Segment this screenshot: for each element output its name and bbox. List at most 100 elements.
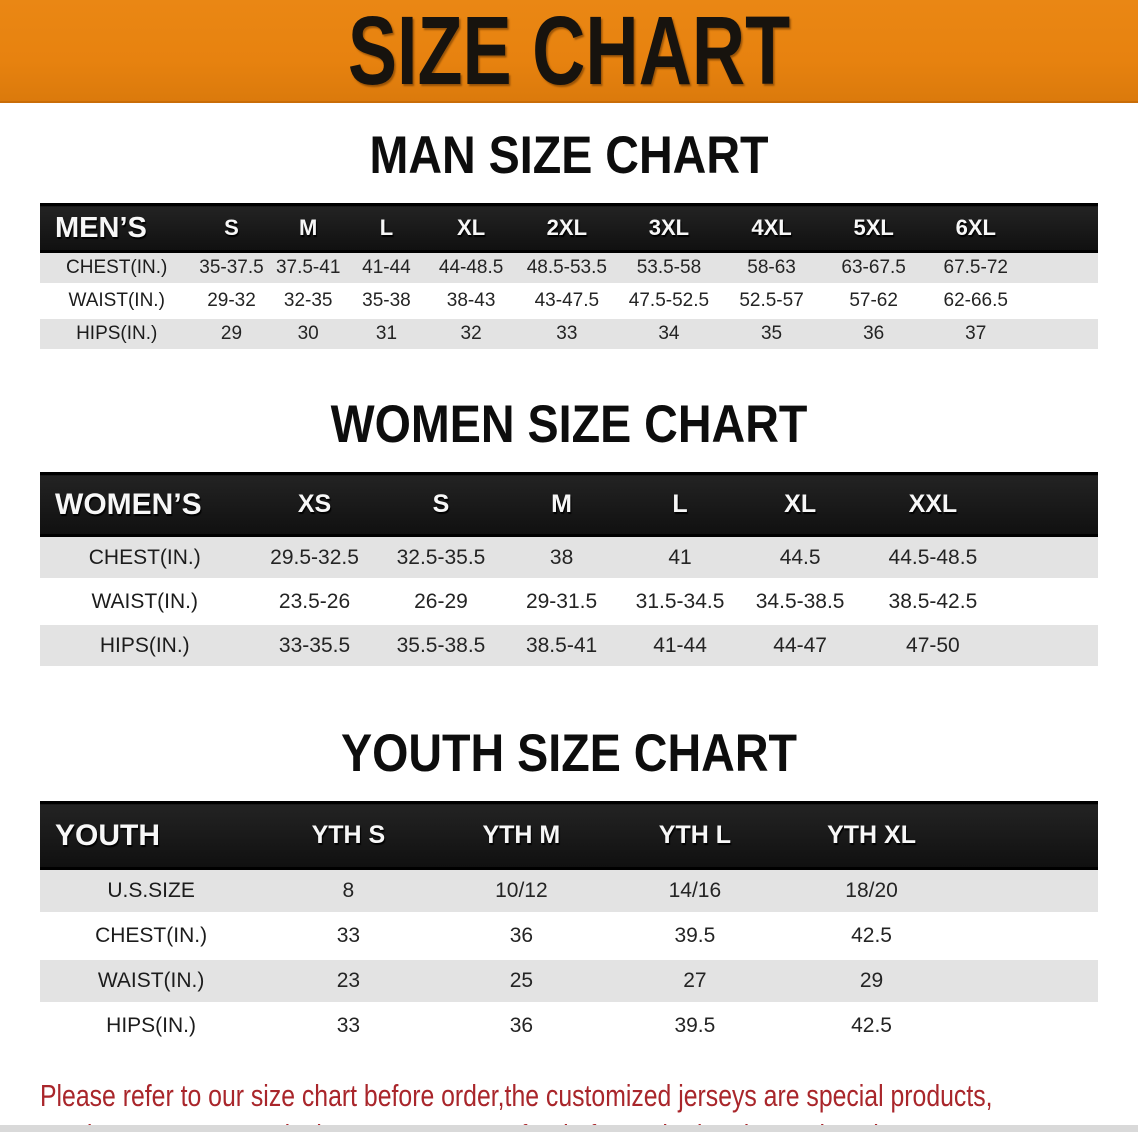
column-header: XL bbox=[739, 472, 861, 537]
table-cell: 36 bbox=[822, 317, 925, 352]
table-cell: 33-35.5 bbox=[249, 623, 380, 669]
spacer-cell bbox=[1027, 203, 1098, 253]
men-group-label: MEN’S bbox=[40, 203, 194, 253]
women-header-row: WOMEN’S XS S M L XL XXL bbox=[40, 472, 1098, 537]
order-notice: Please refer to our size chart before or… bbox=[40, 1076, 993, 1132]
column-header: 6XL bbox=[924, 203, 1028, 253]
table-cell: 42.5 bbox=[781, 913, 962, 960]
table-cell: 52.5-57 bbox=[720, 284, 823, 319]
table-cell: 29 bbox=[193, 317, 270, 352]
spacer-cell bbox=[961, 868, 1098, 915]
table-cell: 44-47 bbox=[739, 623, 861, 669]
table-cell: 39.5 bbox=[608, 913, 782, 960]
column-header: 3XL bbox=[617, 203, 721, 253]
spacer-cell bbox=[1027, 251, 1098, 286]
table-cell: 35 bbox=[720, 317, 823, 352]
column-header: 4XL bbox=[720, 203, 823, 253]
row-label: HIPS(IN.) bbox=[40, 317, 194, 352]
table-cell: 29-31.5 bbox=[502, 579, 621, 625]
table-cell: 41-44 bbox=[620, 623, 740, 669]
row-label: CHEST(IN.) bbox=[40, 251, 194, 286]
column-header: S bbox=[379, 472, 503, 537]
table-cell: 23.5-26 bbox=[249, 579, 380, 625]
column-header: L bbox=[620, 472, 740, 537]
table-cell: 37.5-41 bbox=[269, 251, 347, 286]
column-header: YTH S bbox=[262, 801, 435, 870]
bottom-edge-strip bbox=[0, 1125, 1138, 1132]
spacer-cell bbox=[1027, 317, 1098, 352]
table-cell: 62-66.5 bbox=[924, 284, 1028, 319]
table-cell: 36 bbox=[434, 1003, 609, 1050]
table-cell: 42.5 bbox=[781, 1003, 962, 1050]
spacer-cell bbox=[1004, 623, 1098, 669]
youth-size-table: YOUTH YTH S YTH M YTH L YTH XL U.S.SIZE … bbox=[40, 801, 1098, 1050]
column-header: YTH L bbox=[608, 801, 782, 870]
row-label: WAIST(IN.) bbox=[40, 284, 194, 319]
table-cell: 32-35 bbox=[269, 284, 347, 319]
table-cell: 41-44 bbox=[346, 251, 427, 286]
table-row: WAIST(IN.) 29-32 32-35 35-38 38-43 43-47… bbox=[40, 284, 1098, 319]
table-cell: 35.5-38.5 bbox=[379, 623, 503, 669]
table-cell: 18/20 bbox=[781, 868, 962, 915]
page-title: SIZE CHART bbox=[347, 0, 791, 105]
table-row: U.S.SIZE 8 10/12 14/16 18/20 bbox=[40, 868, 1098, 915]
notice-line-1: Please refer to our size chart before or… bbox=[40, 1078, 993, 1113]
row-label: HIPS(IN.) bbox=[40, 1003, 263, 1050]
banner: SIZE CHART bbox=[0, 0, 1138, 103]
table-cell: 32 bbox=[426, 317, 517, 352]
table-row: WAIST(IN.) 23 25 27 29 bbox=[40, 958, 1098, 1005]
table-cell: 47.5-52.5 bbox=[617, 284, 721, 319]
table-row: HIPS(IN.) 33-35.5 35.5-38.5 38.5-41 41-4… bbox=[40, 623, 1098, 669]
spacer-cell bbox=[1004, 579, 1098, 625]
table-cell: 26-29 bbox=[379, 579, 503, 625]
column-header: L bbox=[346, 203, 427, 253]
column-header: M bbox=[502, 472, 621, 537]
table-cell: 14/16 bbox=[608, 868, 782, 915]
table-cell: 10/12 bbox=[434, 868, 609, 915]
table-row: HIPS(IN.) 33 36 39.5 42.5 bbox=[40, 1003, 1098, 1050]
table-cell: 43-47.5 bbox=[516, 284, 618, 319]
spacer-cell bbox=[961, 958, 1098, 1005]
table-cell: 34.5-38.5 bbox=[739, 579, 861, 625]
table-cell: 33 bbox=[262, 913, 435, 960]
women-group-label: WOMEN’S bbox=[40, 472, 250, 537]
spacer-cell bbox=[961, 913, 1098, 960]
table-cell: 8 bbox=[262, 868, 435, 915]
table-cell: 29-32 bbox=[193, 284, 270, 319]
column-header: 5XL bbox=[822, 203, 925, 253]
table-row: CHEST(IN.) 29.5-32.5 32.5-35.5 38 41 44.… bbox=[40, 535, 1098, 581]
table-row: HIPS(IN.) 29 30 31 32 33 34 35 36 37 bbox=[40, 317, 1098, 352]
row-label: WAIST(IN.) bbox=[40, 579, 250, 625]
column-header: XL bbox=[426, 203, 517, 253]
spacer-cell bbox=[1004, 472, 1098, 537]
spacer-cell bbox=[1027, 284, 1098, 319]
column-header: XXL bbox=[860, 472, 1005, 537]
table-cell: 35-37.5 bbox=[193, 251, 270, 286]
men-size-table: MEN’S S M L XL 2XL 3XL 4XL 5XL 6XL CHEST… bbox=[40, 203, 1098, 352]
table-cell: 63-67.5 bbox=[822, 251, 925, 286]
women-section-title: WOMEN SIZE CHART bbox=[330, 395, 808, 454]
row-label: HIPS(IN.) bbox=[40, 623, 250, 669]
table-cell: 33 bbox=[262, 1003, 435, 1050]
men-header-row: MEN’S S M L XL 2XL 3XL 4XL 5XL 6XL bbox=[40, 203, 1098, 253]
table-cell: 27 bbox=[608, 958, 782, 1005]
row-label: U.S.SIZE bbox=[40, 868, 263, 915]
table-cell: 29.5-32.5 bbox=[249, 535, 380, 581]
column-header: YTH XL bbox=[781, 801, 962, 870]
table-cell: 44.5 bbox=[739, 535, 861, 581]
table-cell: 44-48.5 bbox=[426, 251, 517, 286]
column-header: M bbox=[269, 203, 347, 253]
table-row: WAIST(IN.) 23.5-26 26-29 29-31.5 31.5-34… bbox=[40, 579, 1098, 625]
table-cell: 38.5-41 bbox=[502, 623, 621, 669]
table-cell: 32.5-35.5 bbox=[379, 535, 503, 581]
youth-section-title: YOUTH SIZE CHART bbox=[340, 724, 798, 783]
table-cell: 29 bbox=[781, 958, 962, 1005]
youth-group-label: YOUTH bbox=[40, 801, 263, 870]
table-cell: 31.5-34.5 bbox=[620, 579, 740, 625]
table-cell: 38-43 bbox=[426, 284, 517, 319]
table-cell: 57-62 bbox=[822, 284, 925, 319]
row-label: WAIST(IN.) bbox=[40, 958, 263, 1005]
women-size-table: WOMEN’S XS S M L XL XXL CHEST(IN.) 29.5-… bbox=[40, 472, 1098, 669]
column-header: YTH M bbox=[434, 801, 609, 870]
